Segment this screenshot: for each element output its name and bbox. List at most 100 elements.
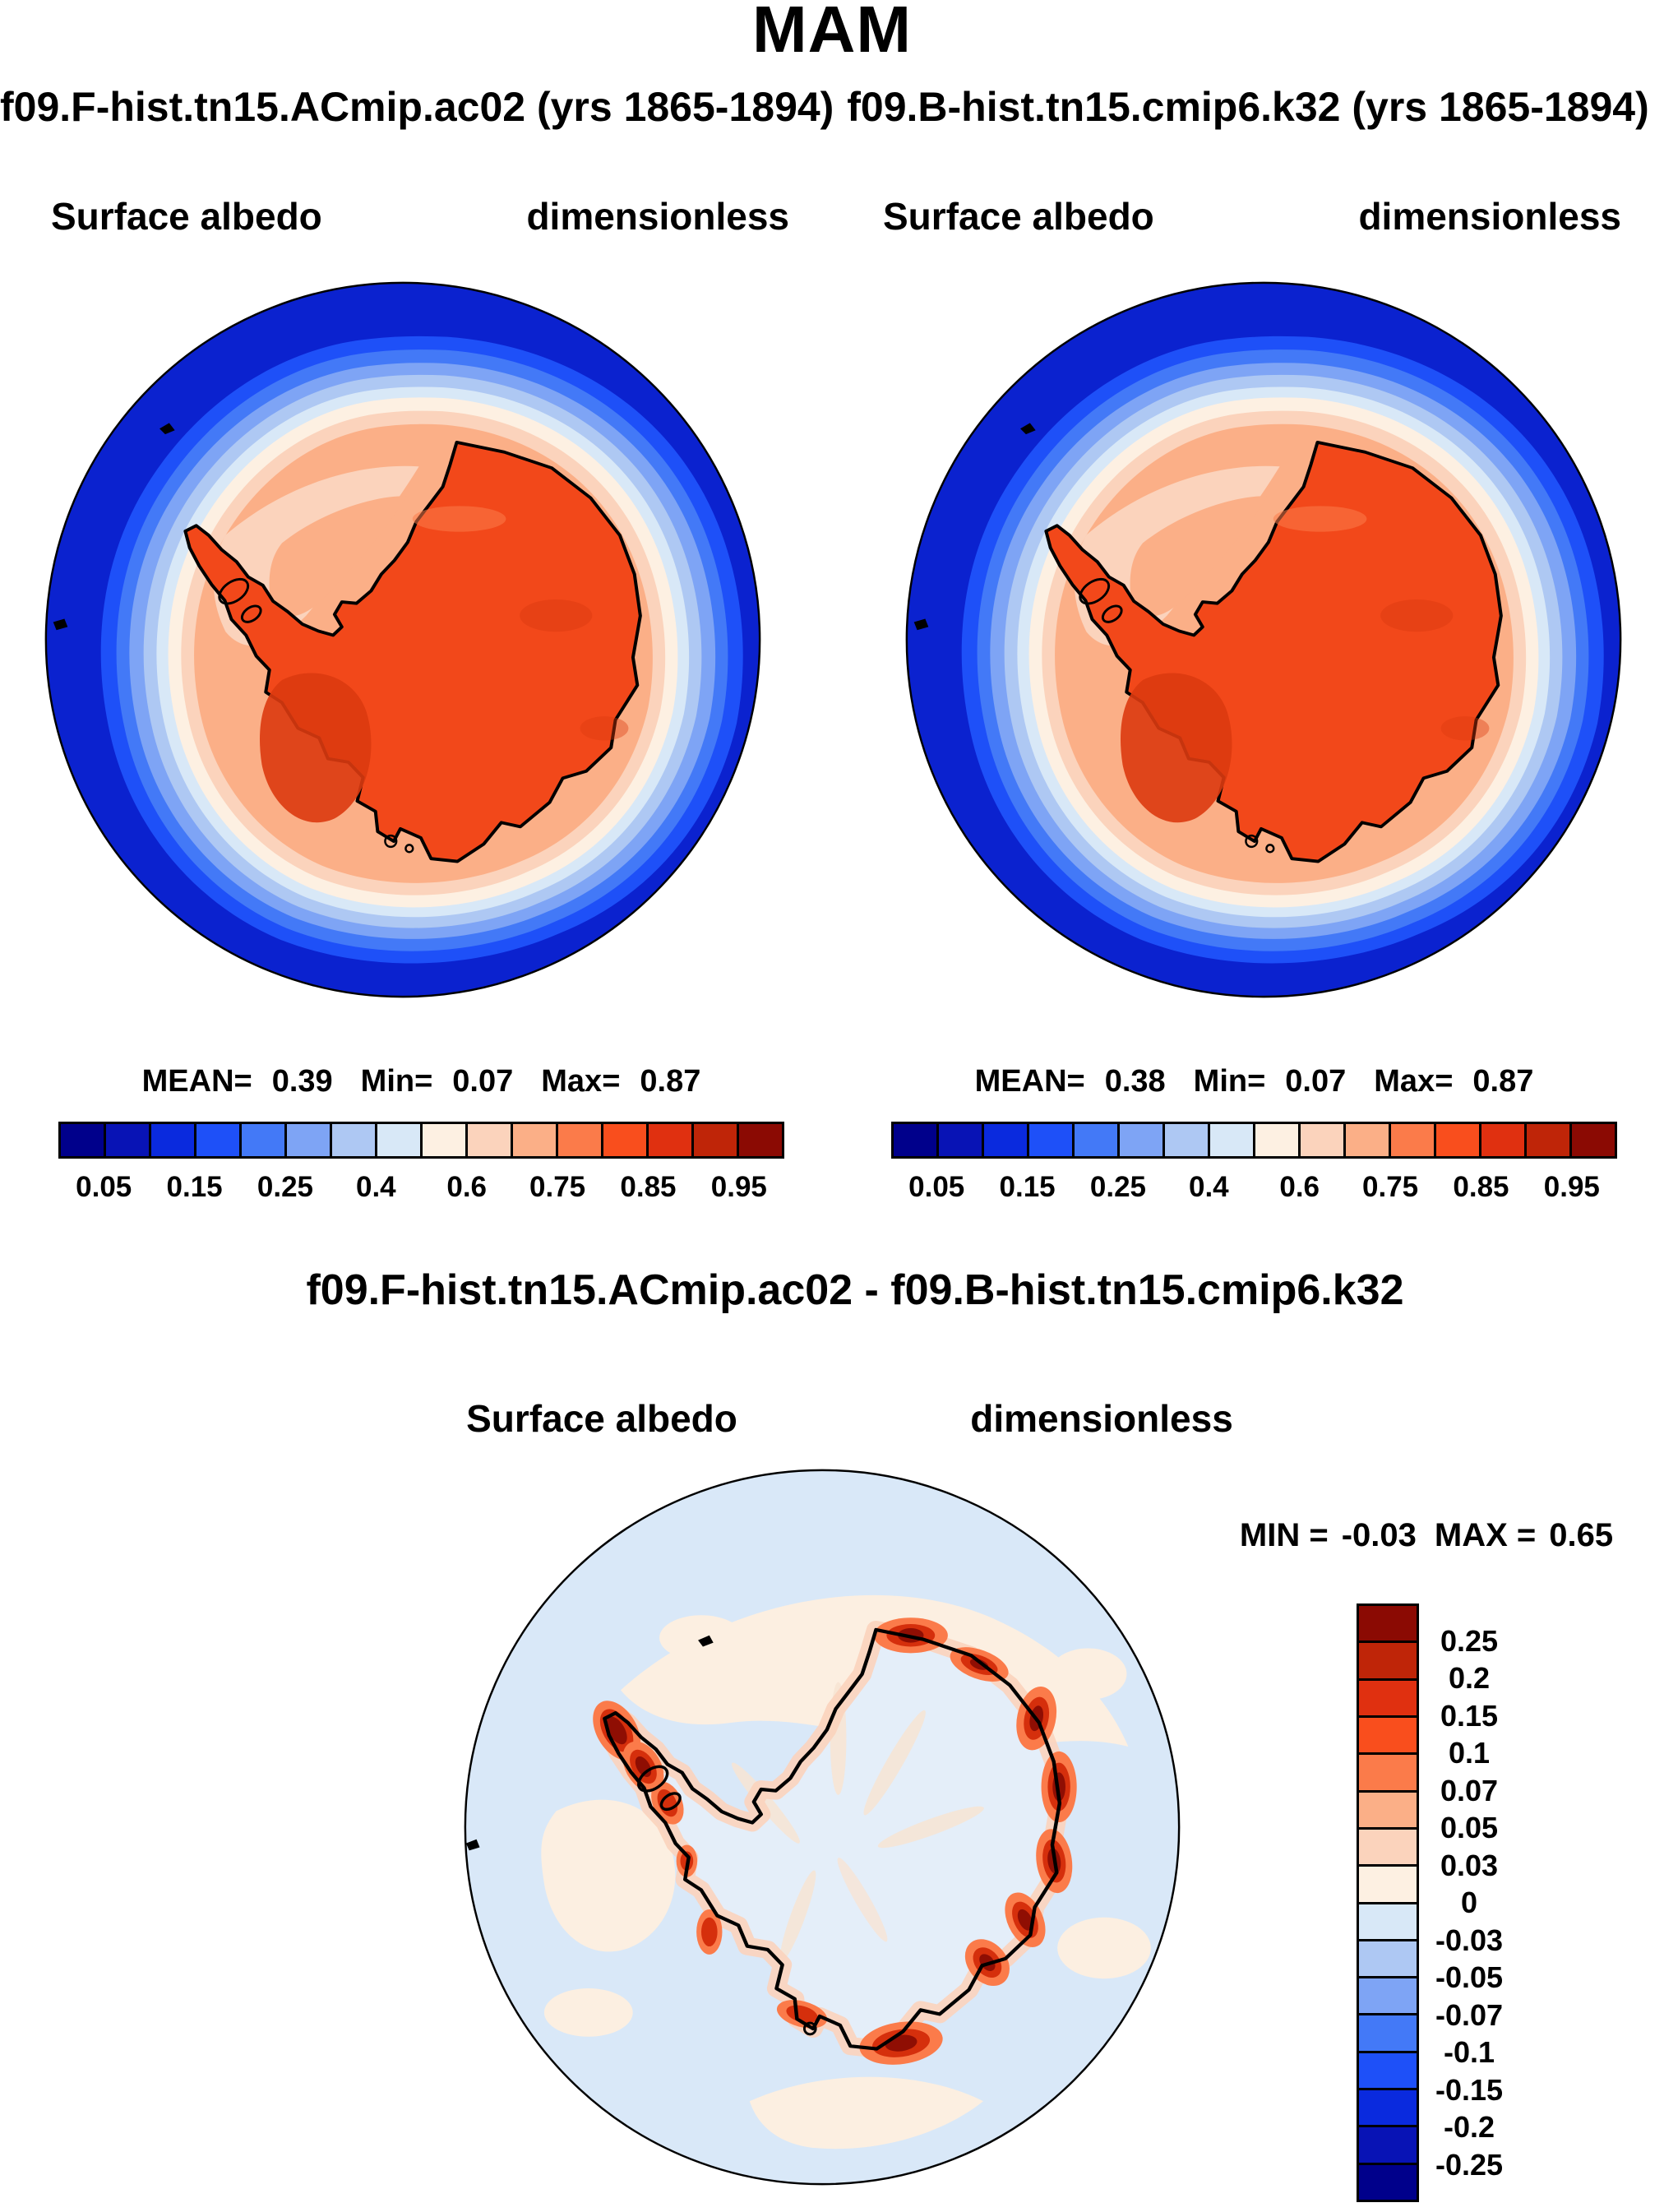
colorbar-tick-label: 0.95 [1543,1171,1600,1203]
albedo-colorbar-ticks-left: 0.05 0.15 0.25 0.4 0.6 0.75 0.85 0.95 [58,1171,784,1205]
colorbar-tick-label: 0.1 [1448,1736,1491,1770]
colorbar-cell [1359,2015,1417,2053]
colorbar-cell [513,1124,558,1156]
mean-value: 0.39 [271,1064,333,1099]
colorbar-tick-label: -0.2 [1443,2110,1495,2144]
colorbar-cell [739,1124,782,1156]
colorbar-tick-label: -0.1 [1443,2035,1495,2069]
colorbar-cell [1359,1829,1417,1867]
colorbar-tick-label: -0.15 [1435,2072,1504,2107]
colorbar-tick-label: 0.75 [1362,1171,1419,1203]
colorbar-cell [377,1124,423,1156]
polar-map-svg [901,277,1626,1002]
min-label: Min= [360,1064,433,1099]
diff-field-label: Surface albedo [466,1397,737,1440]
colorbar-cell [984,1124,1029,1156]
polar-map-svg [460,1465,1185,2190]
colorbar-cell [1029,1124,1075,1156]
colorbar-tick-label: -0.07 [1435,1997,1504,2032]
colorbar-tick-label: 0.05 [908,1171,965,1203]
max-value: 0.87 [1472,1064,1534,1099]
colorbar-cell [649,1124,694,1156]
colorbar-cell [332,1124,377,1156]
mean-label: MEAN= [141,1064,252,1099]
colorbar-cell [1359,1904,1417,1941]
stats-line-left: MEAN= 0.39 Min= 0.07 Max= 0.87 [58,1063,784,1099]
max-value: 0.65 [1549,1517,1614,1553]
colorbar-tick-label: 0.75 [529,1171,586,1203]
min-value: -0.03 [1341,1517,1417,1553]
diff-stats-line: MIN = -0.03 MAX = 0.65 [1237,1517,1615,1554]
max-value: 0.87 [640,1064,701,1099]
run-title-left: f09.F-hist.tn15.ACmip.ac02 (yrs 1865-189… [0,84,834,130]
diff-map [460,1465,1185,2190]
stats-line-right: MEAN= 0.38 Min= 0.07 Max= 0.87 [891,1063,1617,1099]
colorbar-cell [1359,1755,1417,1793]
min-label: MIN = [1239,1517,1329,1553]
colorbar-cell [106,1124,151,1156]
colorbar-cell [1165,1124,1210,1156]
colorbar-tick-label: 0.15 [166,1171,223,1203]
colorbar-cell [1120,1124,1165,1156]
colorbar-cell [1359,2127,1417,2165]
colorbar-tick-label: 0.15 [999,1171,1056,1203]
colorbar-cell [1359,1867,1417,1904]
colorbar-tick-label: 0.15 [1440,1698,1499,1733]
colorbar-cell [1359,1606,1417,1644]
colorbar-cell [894,1124,939,1156]
colorbar-tick-label: 0.05 [1440,1811,1499,1844]
colorbar-cell [1359,2090,1417,2128]
diff-colorbar-labels: 0.25 0.2 0.15 0.1 0.07 0.05 0.03 0 -0.03 -0.05 -0.… [1403,1603,1535,2202]
colorbar-cell [61,1124,106,1156]
colorbar-cell [151,1124,196,1156]
colorbar-tick-label: 0.4 [1188,1171,1229,1203]
colorbar-cell [1075,1124,1120,1156]
colorbar-tick-label: 0.07 [1440,1773,1499,1807]
min-value: 0.07 [452,1064,514,1099]
colorbar-cell [558,1124,603,1156]
colorbar-cell [1359,2052,1417,2091]
min-value: 0.07 [1285,1064,1347,1099]
colorbar-tick-label: 0.95 [710,1171,767,1203]
season-title: MAM [751,0,913,66]
colorbar-cell [1359,1680,1417,1718]
colorbar-tick-label: 0.25 [257,1171,313,1203]
diff-units-label: dimensionless [970,1397,1233,1440]
colorbar-tick-label: -0.03 [1435,1923,1504,1957]
colorbar-cell [287,1124,332,1156]
colorbar-tick-label: 0.6 [446,1171,488,1203]
max-label: MAX = [1434,1517,1537,1553]
albedo-colorbar-left [58,1122,784,1159]
colorbar-tick-label: 0.6 [1279,1171,1320,1203]
colorbar-cell [1301,1124,1346,1156]
colorbar-cell [939,1124,984,1156]
min-label: Min= [1193,1064,1266,1099]
mean-value: 0.38 [1104,1064,1166,1099]
colorbar-cell [1210,1124,1255,1156]
colorbar-tick-label: 0.03 [1440,1848,1499,1882]
colorbar-cell [1391,1124,1436,1156]
max-label: Max= [1374,1064,1454,1099]
colorbar-tick-label: 0 [1460,1886,1478,1919]
colorbar-cell [242,1124,287,1156]
colorbar-tick-label: 0.2 [1448,1661,1491,1695]
diff-title: f09.F-hist.tn15.ACmip.ac02 - f09.B-hist.… [306,1266,1404,1314]
colorbar-cell [1527,1124,1572,1156]
run-title-right: f09.B-hist.tn15.cmip6.k32 (yrs 1865-1894… [847,84,1649,130]
albedo-map-left [40,277,765,1002]
colorbar-cell [694,1124,739,1156]
field-label-right: Surface albedo [883,195,1154,238]
diff-colorbar [1357,1603,1419,2202]
colorbar-cell [1255,1124,1301,1156]
colorbar-tick-label: 0.4 [355,1171,396,1203]
max-label: Max= [541,1064,621,1099]
colorbar-cell [468,1124,513,1156]
colorbar-cell [1481,1124,1527,1156]
colorbar-cell [1346,1124,1391,1156]
colorbar-cell [1359,1717,1417,1756]
colorbar-tick-label: 0.25 [1089,1171,1146,1203]
colorbar-cell [423,1124,468,1156]
colorbar-cell [1359,1978,1417,2016]
field-label-left: Surface albedo [51,195,322,238]
